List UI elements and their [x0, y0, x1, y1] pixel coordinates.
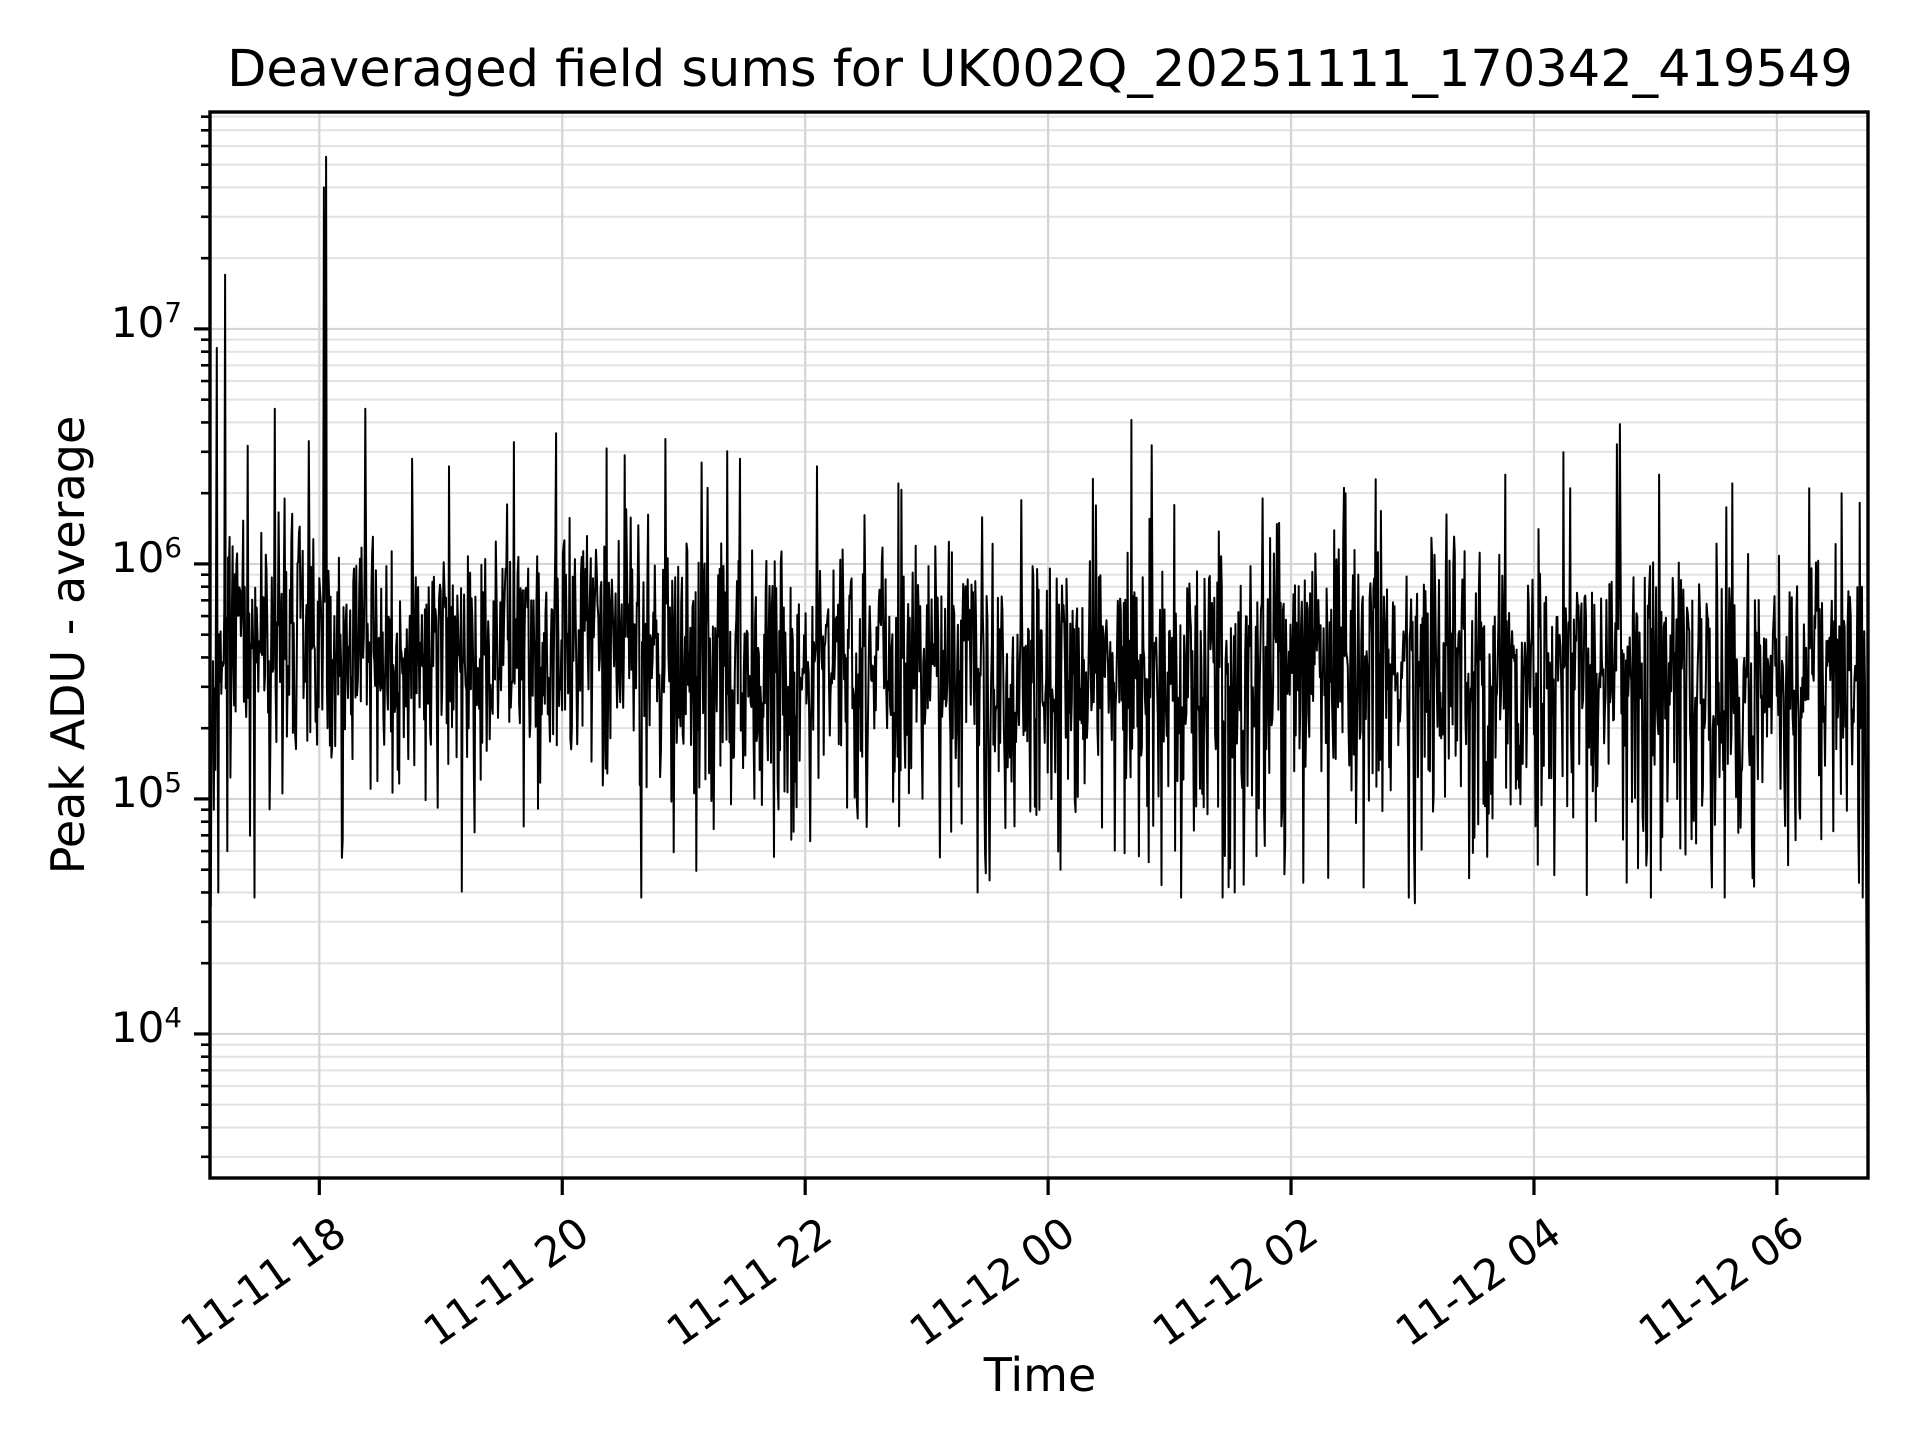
x-axis-label: Time — [983, 1348, 1097, 1402]
y-tick-label: 106 — [110, 530, 182, 582]
data-series-line — [209, 155, 1869, 1123]
chart-title: Deaveraged field sums for UK002Q_2025111… — [227, 40, 1853, 99]
y-tick-label: 107 — [110, 295, 182, 347]
y-tick-label: 104 — [110, 1000, 182, 1052]
y-tick-label: 105 — [110, 765, 182, 817]
plot-border — [208, 110, 1870, 1180]
